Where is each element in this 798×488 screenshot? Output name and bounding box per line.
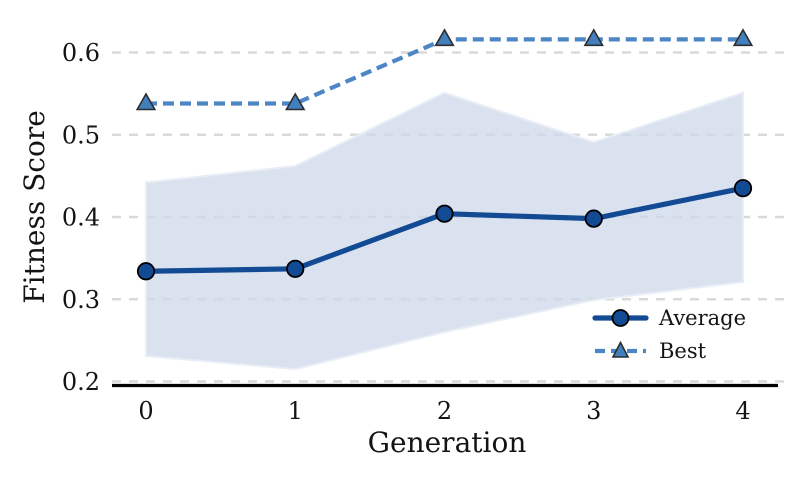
legend-best-marker-icon: [611, 340, 630, 358]
legend-average-label: Average: [658, 306, 746, 330]
average-point-4: [733, 179, 753, 198]
average-point-1: [286, 259, 305, 278]
legend: Average Best: [592, 306, 746, 363]
series-layer: [135, 28, 754, 281]
average-point-2: [435, 204, 454, 223]
confidence-band: [145, 91, 744, 371]
best-point-1: [285, 92, 306, 111]
tick-labels: 0.2 0.3 0.4 0.5 0.6 0 1 2 3 4: [62, 39, 751, 425]
y-axis-title: Fitness Score: [18, 110, 51, 304]
best-point-3: [583, 28, 604, 47]
x-tick-label-2: 2: [437, 397, 452, 425]
best-point-2: [434, 28, 455, 47]
y-tick-label-0.3: 0.3: [62, 286, 100, 314]
best-point-4: [732, 28, 754, 47]
best-point-0: [135, 92, 157, 111]
x-axis-title: Generation: [368, 426, 527, 459]
y-tick-label-0.6: 0.6: [62, 39, 100, 67]
x-tick-label-0: 0: [138, 397, 153, 425]
average-point-0: [136, 262, 156, 281]
confidence-band-layer: [145, 91, 744, 371]
average-point-3: [584, 209, 603, 228]
legend-best-label: Best: [659, 339, 707, 363]
y-tick-label-0.2: 0.2: [62, 368, 100, 396]
y-tick-label-0.4: 0.4: [62, 204, 100, 232]
y-tick-label-0.5: 0.5: [62, 121, 100, 149]
x-tick-label-4: 4: [735, 397, 750, 425]
legend-average-marker-icon: [611, 309, 630, 327]
x-tick-label-3: 3: [586, 397, 601, 425]
x-tick-label-1: 1: [288, 397, 303, 425]
